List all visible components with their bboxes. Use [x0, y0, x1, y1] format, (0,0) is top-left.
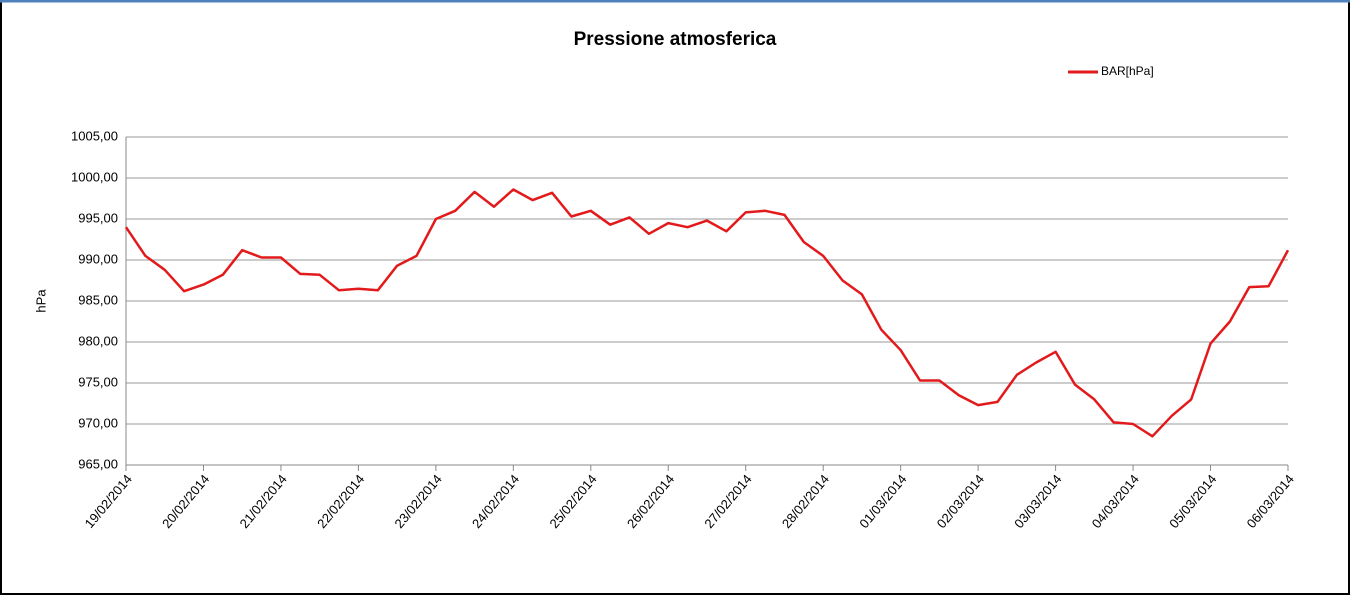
y-tick-label: 980,00 — [78, 333, 118, 348]
y-tick-label: 990,00 — [78, 251, 118, 266]
chart-title: Pressione atmosferica — [574, 29, 777, 50]
y-tick-label: 970,00 — [78, 415, 118, 430]
y-tick-label: 975,00 — [78, 374, 118, 389]
y-tick-label: 1005,00 — [71, 128, 118, 143]
y-tick-label: 985,00 — [78, 292, 118, 307]
data-line — [124, 188, 1290, 438]
y-tick-label: 1000,00 — [71, 169, 118, 184]
legend-label: BAR[hPa] — [1101, 64, 1154, 78]
y-tick-label: 995,00 — [78, 210, 118, 225]
y-tick-label: 965,00 — [78, 456, 118, 471]
y-axis-label: hPa — [33, 289, 48, 313]
